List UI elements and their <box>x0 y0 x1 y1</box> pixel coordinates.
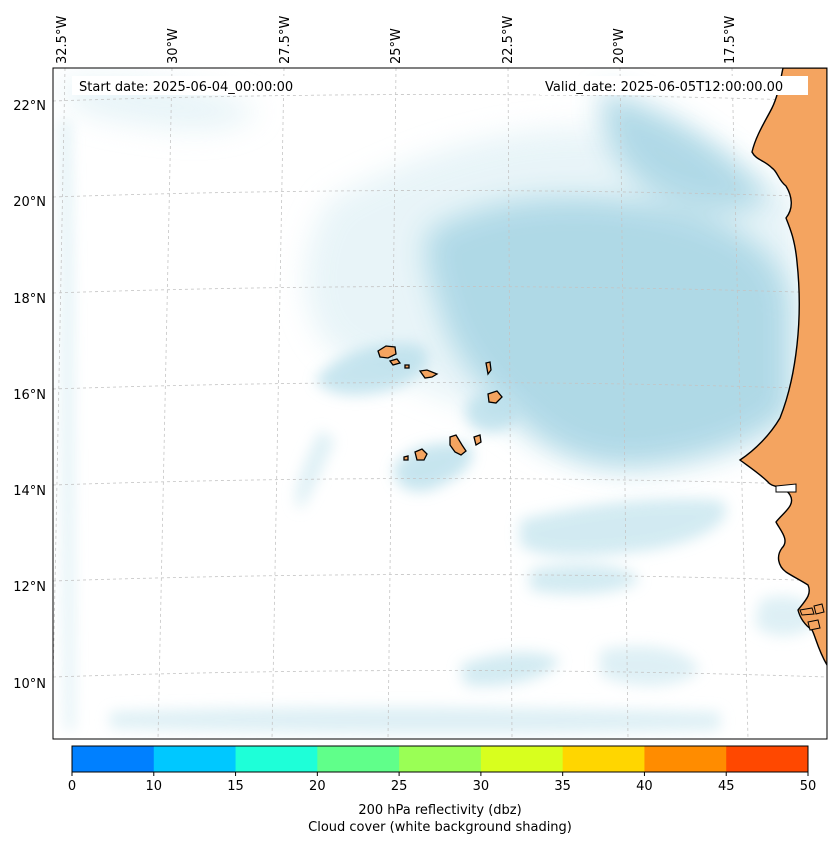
colorbar-swatch <box>726 746 809 772</box>
colorbar-label-secondary: Cloud cover (white background shading) <box>308 820 572 835</box>
lat-label: 18°N <box>13 292 46 307</box>
colorbar-tick-label: 15 <box>227 779 244 794</box>
start-date-box: Start date: 2025-06-04_00:00:00 <box>72 76 310 95</box>
valid-date-box: Valid_date: 2025-06-05T12:00:00.00 <box>540 76 808 95</box>
colorbar-swatch <box>480 746 564 772</box>
cloud-region <box>315 343 429 396</box>
lat-label: 16°N <box>13 388 46 403</box>
map-panel: Start date: 2025-06-04_00:00:00 Valid_da… <box>53 68 827 739</box>
colorbar-tick-label: 10 <box>146 779 163 794</box>
lon-label: 25°W <box>389 28 404 64</box>
cloud-region <box>600 90 770 211</box>
colorbar-tick-label: 0 <box>68 779 76 794</box>
lat-label: 14°N <box>13 484 46 499</box>
cloud-region <box>60 120 74 730</box>
colorbar-tick-label: 25 <box>391 779 408 794</box>
lon-label: 27.5°W <box>278 16 293 64</box>
colorbar-tick-label: 50 <box>800 779 817 794</box>
colorbar-swatch <box>644 746 727 772</box>
island-brava <box>403 455 409 461</box>
cloud-region <box>520 498 727 557</box>
island-fogo <box>414 448 428 461</box>
colorbar-tick-label: 30 <box>473 779 490 794</box>
start-date-text: Start date: 2025-06-04_00:00:00 <box>79 80 293 95</box>
africa-mainland <box>738 68 827 667</box>
island-sao-nicolau <box>418 369 439 379</box>
cloud-region <box>530 564 640 595</box>
cloud-region <box>296 430 335 510</box>
island-santa-luzia <box>404 364 410 369</box>
cloud-region <box>465 391 520 433</box>
lat-label: 10°N <box>13 677 46 692</box>
cloud-region <box>460 652 560 687</box>
colorbar-swatch <box>562 746 645 772</box>
lat-label: 22°N <box>13 99 46 114</box>
colorbar-swatch <box>153 746 237 772</box>
valid-date-text: Valid_date: 2025-06-05T12:00:00.00 <box>545 80 783 95</box>
lat-label: 12°N <box>13 580 46 595</box>
lon-label: 20°W <box>612 28 627 64</box>
island-boa-vista <box>487 390 503 404</box>
lon-label: 17.5°W <box>723 16 738 64</box>
cape-verde-islands <box>377 345 503 461</box>
map-frame <box>52 67 828 740</box>
island-santo-antao <box>377 345 397 359</box>
lon-label: 32.5°W <box>55 16 70 64</box>
lat-label: 20°N <box>13 195 46 210</box>
colorbar-frame <box>71 745 809 773</box>
colorbar-label-primary: 200 hPa reflectivity (dbz) <box>358 803 521 818</box>
colorbar-tick-label: 35 <box>554 779 571 794</box>
colorbar-tick-label: 40 <box>636 779 653 794</box>
colorbar-tick-label: 20 <box>309 779 326 794</box>
graticule <box>53 68 827 739</box>
colorbar-swatch <box>235 746 318 772</box>
bissagos-islands <box>799 603 825 631</box>
colorbar-tick-label: 45 <box>718 779 735 794</box>
lon-label: 22.5°W <box>501 16 516 64</box>
colorbar-swatch <box>399 746 482 772</box>
cloud-region <box>110 707 720 734</box>
colorbar-swatch <box>317 746 400 772</box>
colorbar-swatch <box>72 746 155 772</box>
lon-label: 30°W <box>166 28 181 64</box>
cloud-region <box>425 196 790 466</box>
island-sal <box>485 361 492 376</box>
island-sao-vicente <box>388 358 402 366</box>
cloud-region <box>394 443 473 492</box>
island-maio <box>473 434 482 447</box>
cloud-region <box>600 646 700 686</box>
latitude-labels: 22°N 20°N 18°N 16°N 14°N 12°N 10°N <box>13 99 46 692</box>
longitude-labels: 32.5°W 30°W 27.5°W 25°W 22.5°W 20°W 17.5… <box>55 16 738 64</box>
island-santiago <box>449 434 467 456</box>
colorbar: 0 10 15 20 25 30 35 40 45 50 200 hPa reflectivity… <box>68 745 817 835</box>
